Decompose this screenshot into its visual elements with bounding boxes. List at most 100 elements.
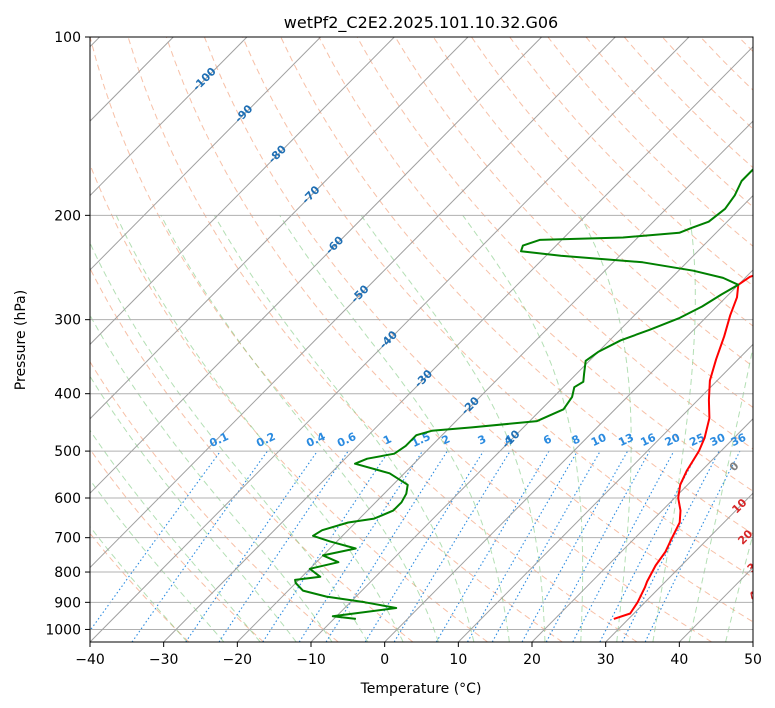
dry-adiabat-line [90, 360, 339, 642]
moist-adiabats [90, 215, 753, 642]
dry-adiabat-line [356, 37, 753, 450]
mixing-ratio-label: 10 [589, 431, 609, 449]
mixing-ratio-label: 36 [729, 431, 749, 449]
x-tick-label: −20 [223, 652, 253, 668]
moist-adiabat-line [90, 375, 297, 642]
plot-frame [89, 36, 754, 643]
x-tick-label: 0 [380, 652, 389, 668]
y-tick-label: 1000 [45, 622, 81, 638]
y-axis-title: Pressure (hPa) [13, 290, 29, 390]
isotherm-line [90, 37, 321, 271]
mixing-ratio-line [298, 450, 423, 642]
chart-title: wetPf2_C2E2.2025.101.10.32.G06 [284, 13, 558, 33]
mixing-ratio-label: 30 [708, 431, 728, 449]
x-axis-title: Temperature (°C) [360, 681, 482, 697]
y-axis: 100 200 300 400 500 600 700 800 900 1000 [45, 30, 90, 638]
mixing-ratio-label: 16 [639, 431, 659, 449]
isotherm-line [457, 343, 753, 642]
dry-adiabat-line [90, 448, 264, 642]
y-tick-label: 200 [54, 208, 81, 224]
isotherm-line [310, 194, 753, 642]
dry-adiabat-line [127, 37, 638, 642]
y-tick-label: 500 [54, 444, 81, 460]
x-tick-label: 30 [597, 652, 615, 668]
x-tick-label: −10 [296, 652, 326, 668]
isotherm-line [384, 269, 753, 642]
moist-adiabat-label: 30 [745, 555, 765, 575]
moist-adiabat-line [462, 215, 584, 642]
dry-adiabat-line [242, 37, 753, 579]
isotherm-line [752, 641, 753, 642]
x-tick-label: 20 [523, 652, 541, 668]
dry-adiabat-line [165, 37, 712, 642]
mixing-ratio-line [90, 450, 221, 632]
y-tick-label: 300 [54, 313, 81, 329]
moist-adiabat-line [90, 241, 369, 642]
isotherm-line [163, 46, 753, 642]
skewed-isotherms [90, 37, 753, 642]
y-tick-label: 900 [54, 595, 81, 611]
mixing-ratio-line [185, 450, 318, 642]
moist-adiabat-line [90, 314, 333, 642]
mixing-ratio-line [521, 450, 629, 642]
dry-adiabat-line [432, 37, 753, 368]
dry-adiabat-line [318, 37, 753, 492]
plot-background [90, 37, 753, 642]
sounding-profiles [294, 168, 753, 620]
isotherm-line [236, 120, 753, 642]
dry-adiabat-line [203, 37, 753, 623]
moist-adiabat-label: 40 [746, 583, 766, 603]
dry-adiabat-line [90, 267, 414, 642]
dry-adiabat-line [471, 37, 753, 327]
x-axis: −40 −30 −20 −10 0 10 20 30 40 50 [75, 642, 762, 668]
y-tick-label: 800 [54, 565, 81, 581]
moist-adiabat-line [360, 215, 546, 642]
x-tick-label: 40 [670, 652, 688, 668]
dry-adiabat-line [394, 37, 753, 409]
mixing-ratio-line [572, 450, 675, 642]
moist-adiabat-line [279, 215, 510, 642]
moist-adiabat-line [213, 215, 475, 642]
isotherm-line [90, 37, 469, 420]
y-tick-label: 100 [54, 30, 81, 46]
moist-adiabat-line [160, 215, 439, 642]
mixing-ratio-lines [90, 450, 741, 642]
x-tick-label: −30 [149, 652, 179, 668]
x-tick-label: 50 [744, 652, 762, 668]
mixing-ratio-line [393, 450, 511, 642]
y-tick-label: 400 [54, 387, 81, 403]
y-tick-label: 700 [54, 531, 81, 547]
x-tick-label: 10 [449, 652, 467, 668]
y-tick-label: 600 [54, 491, 81, 507]
moist-adiabat-line [688, 344, 753, 642]
moist-adiabat-line [652, 215, 696, 642]
isotherm-line [90, 37, 616, 569]
mixing-ratio-line [325, 450, 448, 642]
mixing-ratio-line [218, 450, 349, 642]
dry-adiabats [90, 37, 753, 642]
mixing-ratio-line [621, 450, 720, 642]
isotherm-line [90, 37, 690, 642]
isotherm-line [90, 37, 542, 494]
moist-adiabat-line [90, 479, 225, 642]
dry-adiabat-line [90, 37, 563, 642]
mixing-ratio-line [545, 450, 651, 642]
dewpoint-profile-line [294, 168, 753, 620]
mixing-ratio-line [262, 450, 390, 642]
mixing-ratio-line [644, 450, 741, 642]
mixing-ratio-label: 20 [663, 431, 683, 449]
dry-adiabat-line [509, 37, 753, 287]
isotherm-line [90, 37, 248, 197]
isotherm-line [605, 492, 753, 642]
mixing-ratio-label: 13 [616, 431, 635, 449]
isotherm-line [531, 418, 753, 642]
x-tick-label: −40 [75, 652, 105, 668]
temperature-profile-line [613, 274, 753, 620]
isobar-gridlines [90, 37, 753, 630]
moist-adiabat-line [115, 215, 404, 642]
moist-adiabat-line [579, 215, 632, 642]
isotherm-line [90, 37, 395, 346]
mixing-ratio-line [364, 450, 484, 642]
moist-adiabat-line [90, 429, 261, 642]
